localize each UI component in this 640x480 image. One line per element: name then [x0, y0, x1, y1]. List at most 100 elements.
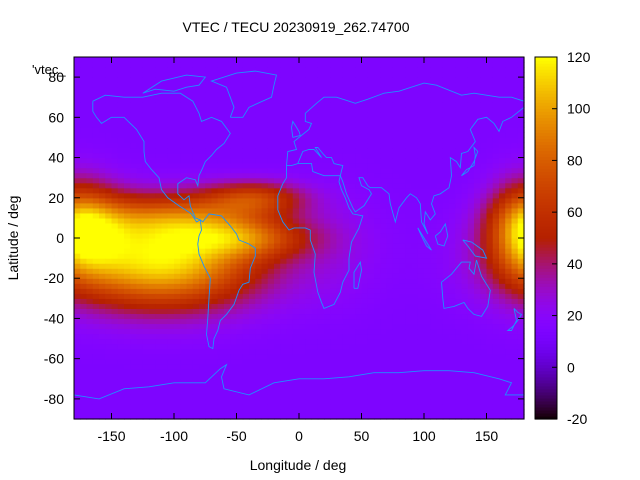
heatmap-cell [274, 167, 281, 174]
heatmap-cell [167, 403, 175, 410]
heatmap-cell [424, 207, 431, 214]
heatmap-cell [311, 318, 319, 325]
heatmap-cell [261, 67, 269, 73]
heatmap-cell [192, 368, 200, 375]
heatmap-cell [130, 258, 138, 264]
heatmap-cell [167, 348, 175, 355]
heatmap-cell [455, 107, 463, 113]
heatmap-cell [461, 192, 469, 199]
heatmap-cell [280, 238, 288, 244]
heatmap-cell [274, 363, 281, 370]
heatmap-cell [424, 328, 431, 335]
heatmap-cell [261, 77, 269, 83]
heatmap-cell [74, 398, 81, 405]
heatmap-cell [405, 112, 413, 118]
heatmap-cell [130, 217, 138, 224]
heatmap-cell [299, 87, 306, 93]
heatmap-cell [86, 217, 94, 224]
heatmap-cell [411, 107, 419, 113]
heatmap-cell [299, 127, 306, 134]
heatmap-cell [392, 117, 400, 123]
heatmap-cell [117, 232, 125, 239]
heatmap-cell [224, 263, 231, 269]
heatmap-cell [342, 398, 350, 405]
heatmap-cell [367, 278, 375, 284]
heatmap-cell [505, 333, 513, 340]
heatmap-cell [236, 162, 244, 169]
heatmap-cell [430, 383, 438, 390]
heatmap-cell [167, 212, 175, 219]
heatmap-cell [436, 67, 444, 73]
heatmap-cell [267, 298, 275, 304]
heatmap-cell [342, 142, 350, 149]
heatmap-cell [80, 408, 88, 415]
heatmap-cell [392, 202, 400, 209]
heatmap-cell [74, 388, 81, 395]
heatmap-cell [149, 288, 156, 294]
heatmap-cell [149, 82, 156, 88]
heatmap-cell [424, 92, 431, 98]
heatmap-cell [505, 343, 513, 350]
heatmap-cell [286, 177, 294, 184]
heatmap-cell [467, 57, 475, 63]
heatmap-cell [430, 323, 438, 330]
heatmap-cell [280, 97, 288, 103]
heatmap-cell [186, 388, 194, 395]
heatmap-cell [255, 117, 263, 123]
heatmap-cell [480, 323, 488, 330]
heatmap-cell [411, 373, 419, 380]
heatmap-cell [392, 112, 400, 118]
heatmap-cell [174, 333, 181, 340]
heatmap-cell [317, 278, 325, 284]
heatmap-cell [417, 57, 425, 63]
heatmap-cell [92, 343, 100, 350]
heatmap-cell [386, 227, 394, 234]
heatmap-cell [255, 273, 263, 279]
heatmap-cell [205, 323, 213, 330]
heatmap-cell [249, 132, 256, 139]
heatmap-cell [374, 388, 381, 395]
heatmap-cell [267, 308, 275, 315]
heatmap-cell [99, 353, 106, 360]
heatmap-cell [261, 403, 269, 410]
heatmap-cell [349, 333, 356, 340]
heatmap-cell [99, 152, 106, 159]
heatmap-cell [380, 57, 388, 63]
heatmap-cell [342, 333, 350, 340]
heatmap-cell [436, 112, 444, 118]
heatmap-cell [286, 72, 294, 78]
heatmap-cell [124, 303, 131, 309]
heatmap-cell [486, 388, 494, 395]
heatmap-cell [430, 187, 438, 194]
heatmap-cell [286, 373, 294, 380]
heatmap-cell [349, 107, 356, 113]
heatmap-cell [92, 363, 100, 370]
heatmap-cell [255, 403, 263, 410]
heatmap-cell [499, 298, 506, 304]
heatmap-cell [249, 232, 256, 239]
heatmap-cell [267, 82, 275, 88]
heatmap-cell [111, 157, 119, 164]
heatmap-cell [249, 268, 256, 274]
heatmap-cell [361, 378, 369, 385]
heatmap-cell [261, 343, 269, 350]
heatmap-cell [274, 288, 281, 294]
heatmap-cell [180, 298, 188, 304]
heatmap-cell [361, 202, 369, 209]
heatmap-cell [380, 283, 388, 289]
heatmap-cell [399, 107, 406, 113]
heatmap-cell [236, 313, 244, 320]
heatmap-cell [486, 152, 494, 159]
heatmap-cell [242, 348, 250, 355]
heatmap-cell [311, 338, 319, 345]
heatmap-cell [111, 373, 119, 380]
heatmap-cell [355, 92, 363, 98]
heatmap-cell [224, 147, 231, 154]
heatmap-cell [349, 248, 356, 254]
heatmap-cell [286, 107, 294, 113]
heatmap-cell [199, 97, 206, 103]
heatmap-cell [99, 373, 106, 380]
heatmap-cell [430, 288, 438, 294]
heatmap-cell [211, 353, 219, 360]
heatmap-cell [355, 172, 363, 179]
